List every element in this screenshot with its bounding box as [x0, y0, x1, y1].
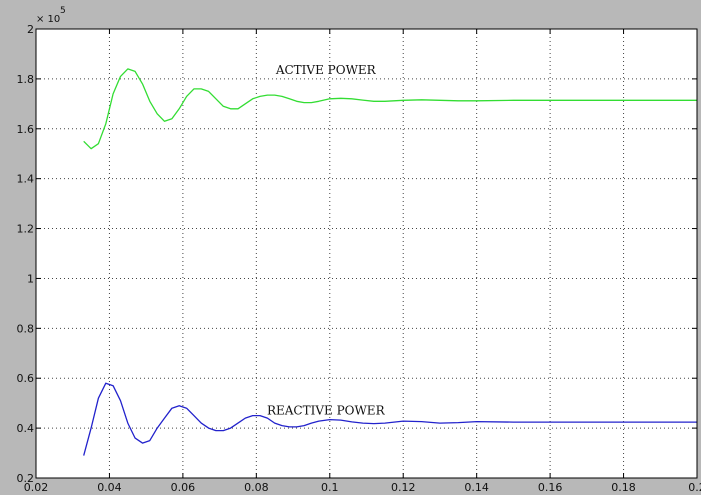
x-tick-label: 0.16: [538, 481, 563, 494]
y-tick-labels: 0.2 0.4 0.6 0.8 1 1.2 1.4 1.6 1.8 2: [17, 23, 35, 485]
reactive-power-line: [83, 382, 697, 456]
x-tick-label: 0.1: [321, 481, 339, 494]
y-tick-label: 0.4: [17, 422, 35, 435]
series-layer: [83, 68, 697, 456]
x-tick-label: 0.18: [611, 481, 636, 494]
tick-marks: [35, 28, 698, 479]
x-tick-label: 0.08: [244, 481, 269, 494]
x-tick-labels: 0.02 0.04 0.06 0.08 0.1 0.12 0.14 0.16 0.18 0.2: [24, 481, 701, 494]
axes-background: [36, 29, 697, 478]
x-tick-label: 0.14: [464, 481, 489, 494]
x-tick-label: 0.2: [688, 481, 701, 494]
y-multiplier-exponent: 5: [60, 6, 66, 16]
axes-frame: [35, 28, 698, 479]
y-tick-label: 0.2: [17, 472, 35, 485]
x-tick-label: 0.02: [24, 481, 49, 494]
y-tick-label: 1.8: [17, 73, 35, 86]
grid-lines: [36, 29, 697, 478]
x-tick-label: 0.06: [171, 481, 196, 494]
y-tick-label: 1.2: [17, 223, 35, 236]
reactive-power-label: REACTIVE POWER: [267, 403, 386, 417]
y-tick-label: 0.8: [17, 322, 35, 335]
y-tick-label: 2: [27, 23, 34, 36]
y-tick-label: 1.6: [17, 123, 35, 136]
active-power-label: ACTIVE POWER: [275, 63, 377, 77]
y-tick-label: 1.4: [17, 173, 35, 186]
y-tick-label: 0.6: [17, 372, 35, 385]
x-tick-label: 0.12: [391, 481, 416, 494]
y-tick-label: 1: [27, 272, 34, 285]
active-power-line: [83, 68, 697, 150]
y-multiplier-label: × 10: [36, 14, 60, 25]
x-tick-label: 0.04: [97, 481, 122, 494]
